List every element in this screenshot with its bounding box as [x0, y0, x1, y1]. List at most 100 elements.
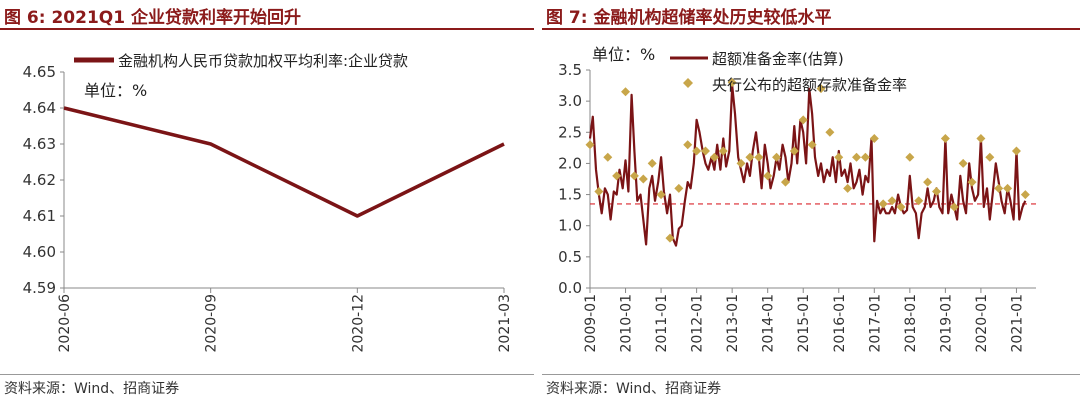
y-tick-label: 4.62: [23, 171, 56, 189]
scatter-point: [718, 146, 728, 156]
scatter-point: [1020, 190, 1030, 200]
divider: [0, 374, 534, 375]
chart-loan-rate: 4.59 4.60 4.61 4.62 4.63 4.64 4.65 2020-06 2020-…: [23, 52, 513, 353]
scatter-point: [745, 152, 755, 162]
scatter-point: [692, 146, 702, 156]
scatter-point: [940, 134, 950, 144]
scatter-point: [736, 158, 746, 168]
y-tick-label: 4.65: [23, 63, 56, 81]
x-tick-label: 2021-01: [1009, 294, 1025, 353]
scatter-point: [976, 134, 986, 144]
scatter-point: [816, 84, 826, 94]
x-tick-label: 2020-01: [974, 294, 990, 353]
series-line-loan-rate: [63, 106, 505, 218]
figure-title: 图 6: 2021Q1 企业贷款利率开始回升: [4, 8, 301, 28]
x-tick-label: 2020-12: [350, 294, 366, 353]
panel-right-excess-reserve: 图 7: 金融机构超储率处历史较低水平 0.0 0.5 1.0 1.5 2.0 2.5 3.…: [542, 0, 1080, 401]
scatter-point: [931, 186, 941, 196]
chart-excess-reserve: 0.0 0.5 1.0 1.5 2.0 2.5 3.0 3.5 2009-01 2010-01 20…: [558, 45, 1036, 353]
x-tick-label: 2012-01: [690, 294, 706, 353]
y-tick-label: 0.5: [558, 248, 582, 266]
scatter-point: [834, 152, 844, 162]
legend-label: 超额准备金率(估算): [712, 50, 844, 68]
scatter-point: [878, 199, 888, 209]
source-note: 资料来源：Wind、招商证券: [4, 381, 180, 397]
title-bar: 图 7: 金融机构超储率处历史较低水平: [542, 0, 1080, 30]
scatter-point: [612, 171, 622, 181]
scatter-point: [585, 140, 595, 150]
y-tick-label: 1.5: [558, 186, 582, 204]
unit-label: 单位：%: [592, 45, 655, 64]
scatter-point: [825, 127, 835, 137]
scatter-point: [967, 177, 977, 187]
legend-label: 金融机构人民币贷款加权平均利率:企业贷款: [118, 52, 408, 70]
y-tick-label: 4.64: [23, 99, 56, 117]
scatter-point: [869, 134, 879, 144]
y-tick-label: 4.60: [23, 243, 56, 261]
y-tick-label: 2.0: [558, 154, 582, 172]
scatter-point: [763, 171, 773, 181]
x-tick-label: 2020-09: [204, 294, 220, 353]
x-tick-label: 2017-01: [867, 294, 883, 353]
scatter-point: [807, 140, 817, 150]
y-tick-label: 3.5: [558, 61, 582, 79]
scatter-point: [754, 152, 764, 162]
scatter-point: [621, 87, 631, 97]
y-tick-label: 1.0: [558, 217, 582, 235]
scatter-point: [887, 196, 897, 206]
scatter-point: [638, 174, 648, 184]
title-bar: 图 6: 2021Q1 企业贷款利率开始回升: [0, 0, 534, 30]
y-tick-label: 2.5: [558, 123, 582, 141]
scatter-point: [772, 152, 782, 162]
x-tick-label: 2013-01: [725, 294, 741, 353]
scatter-point: [780, 177, 790, 187]
scatter-point: [709, 152, 719, 162]
scatter-point: [994, 183, 1004, 193]
scatter-point: [629, 171, 639, 181]
legend-swatch: [683, 78, 693, 88]
scatter-point: [843, 183, 853, 193]
scatter-point: [905, 152, 915, 162]
scatter-point: [914, 196, 924, 206]
scatter-point: [674, 183, 684, 193]
x-tick-label: 2018-01: [903, 294, 919, 353]
x-tick-label: 2015-01: [796, 294, 812, 353]
y-tick-label: 0.0: [558, 279, 582, 297]
scatter-point: [949, 202, 959, 212]
scatter-point: [958, 158, 968, 168]
y-tick-label: 3.0: [558, 92, 582, 110]
scatter-point: [727, 77, 737, 87]
scatter-point: [852, 152, 862, 162]
scatter-point: [860, 152, 870, 162]
series-line-excess-reserve-estimate: [588, 84, 1027, 247]
scatter-point: [656, 190, 666, 200]
y-tick-label: 4.63: [23, 135, 56, 153]
panel-left-loan-rate: 图 6: 2021Q1 企业贷款利率开始回升 4.59 4.60 4.61 4.62 4…: [0, 0, 534, 401]
x-tick-label: 2021-03: [497, 294, 513, 353]
scatter-point: [798, 115, 808, 125]
scatter-point: [789, 146, 799, 156]
unit-label: 单位：%: [84, 81, 147, 100]
scatter-point: [594, 186, 604, 196]
x-tick-label: 2019-01: [938, 294, 954, 353]
figure-title: 图 7: 金融机构超储率处历史较低水平: [546, 8, 832, 28]
x-tick-label: 2016-01: [832, 294, 848, 353]
y-tick-label: 4.59: [23, 279, 56, 297]
x-tick-label: 2020-06: [57, 294, 73, 353]
scatter-point: [665, 233, 675, 243]
scatter-point: [603, 152, 613, 162]
source-note: 资料来源：Wind、招商证券: [546, 381, 722, 397]
scatter-point: [1003, 183, 1013, 193]
scatter-point: [683, 140, 693, 150]
legend-label: 央行公布的超额存款准备金率: [712, 76, 907, 94]
divider: [542, 374, 1080, 375]
scatter-point: [896, 202, 906, 212]
x-tick-label: 2014-01: [761, 294, 777, 353]
x-tick-label: 2011-01: [654, 294, 670, 353]
scatter-point: [985, 152, 995, 162]
scatter-point: [700, 146, 710, 156]
scatter-point: [1011, 146, 1021, 156]
x-tick-label: 2009-01: [583, 294, 599, 353]
y-tick-label: 4.61: [23, 207, 56, 225]
scatter-point: [923, 177, 933, 187]
